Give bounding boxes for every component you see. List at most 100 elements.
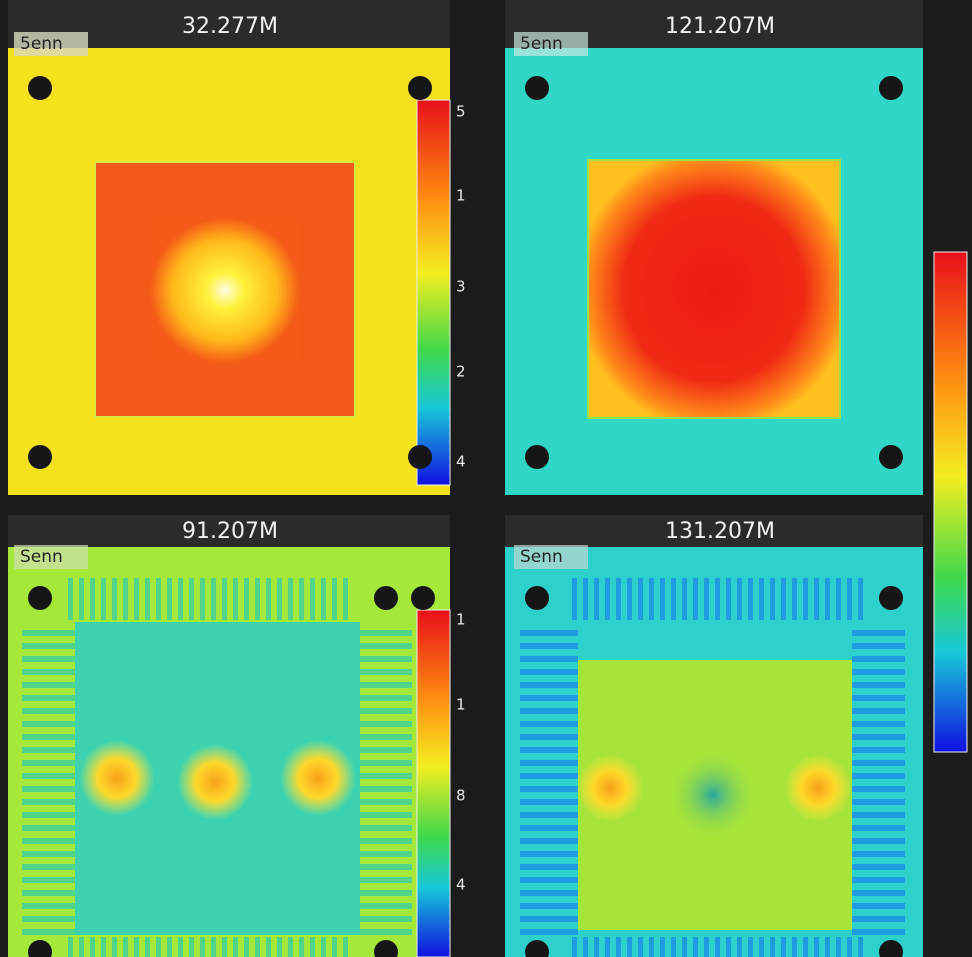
fin (852, 851, 905, 857)
fin (671, 578, 676, 620)
fin (852, 630, 905, 636)
fin (189, 578, 194, 620)
hot-spot (79, 740, 155, 816)
colorbar-label: 1 (456, 696, 466, 714)
fin (360, 682, 412, 688)
fin (520, 682, 578, 688)
fin (299, 937, 304, 957)
fin (616, 937, 621, 957)
scale-label: 5enn (20, 34, 63, 54)
fin (22, 630, 75, 636)
fin (321, 937, 326, 957)
fin (852, 929, 905, 935)
fin (156, 937, 161, 957)
fin (332, 937, 337, 957)
mounting-hole (525, 586, 549, 610)
fin (852, 695, 905, 701)
fin (649, 937, 654, 957)
mounting-hole (411, 586, 435, 610)
fin (22, 721, 75, 727)
fin (748, 578, 753, 620)
fin (360, 630, 412, 636)
fin (222, 937, 227, 957)
fin (145, 578, 150, 620)
fin (310, 937, 315, 957)
fin (858, 578, 863, 620)
colorbar-label: 3 (456, 278, 466, 296)
fin (360, 890, 412, 896)
fin (852, 916, 905, 922)
mounting-hole (408, 445, 432, 469)
fin (22, 695, 75, 701)
fin (520, 825, 578, 831)
fin (299, 578, 304, 620)
panel-title: 131.207M (665, 519, 775, 544)
mounting-holes (28, 76, 903, 957)
fin (520, 695, 578, 701)
panel-title: 121.207M (665, 14, 775, 39)
fin (520, 812, 578, 818)
fin (852, 799, 905, 805)
panel-header (505, 515, 923, 547)
fin (310, 578, 315, 620)
fin (852, 864, 905, 870)
fin (520, 669, 578, 675)
fin (360, 643, 412, 649)
fin (660, 937, 665, 957)
fin (360, 903, 412, 909)
panel-title: 32.277M (182, 14, 278, 39)
fin (22, 708, 75, 714)
fin (770, 937, 775, 957)
fin (781, 578, 786, 620)
fin (594, 578, 599, 620)
scale-label: 5enn (520, 34, 563, 54)
fin (22, 838, 75, 844)
fin (112, 937, 117, 957)
fin (671, 937, 676, 957)
mounting-hole (879, 940, 903, 957)
fin (520, 708, 578, 714)
fin (520, 643, 578, 649)
panel-title: 91.207M (182, 519, 278, 544)
fin (255, 937, 260, 957)
fin (605, 937, 610, 957)
fin (22, 903, 75, 909)
fin (520, 747, 578, 753)
fin (858, 937, 863, 957)
scale-box (14, 32, 88, 56)
fin (22, 851, 75, 857)
fin (277, 578, 282, 620)
fin (360, 929, 412, 935)
fin (244, 578, 249, 620)
fin (360, 695, 412, 701)
fin (244, 937, 249, 957)
fin (836, 578, 841, 620)
fin (520, 929, 578, 935)
hot-spot (576, 754, 644, 822)
fin (79, 578, 84, 620)
fin (134, 937, 139, 957)
fin (852, 669, 905, 675)
fin (803, 578, 808, 620)
fin (343, 578, 348, 620)
fin (211, 937, 216, 957)
fin (68, 937, 73, 957)
fin (852, 903, 905, 909)
fin (360, 773, 412, 779)
fin (360, 916, 412, 922)
fin (520, 799, 578, 805)
colorbar-label: 1 (456, 611, 466, 629)
hot-spot (784, 754, 852, 822)
fin (792, 578, 797, 620)
fin (22, 786, 75, 792)
fin (22, 760, 75, 766)
fin (22, 825, 75, 831)
fin (852, 734, 905, 740)
fin (852, 721, 905, 727)
fin (321, 578, 326, 620)
colorbar (416, 609, 451, 957)
fin (737, 578, 742, 620)
fin (803, 937, 808, 957)
fin (200, 578, 205, 620)
